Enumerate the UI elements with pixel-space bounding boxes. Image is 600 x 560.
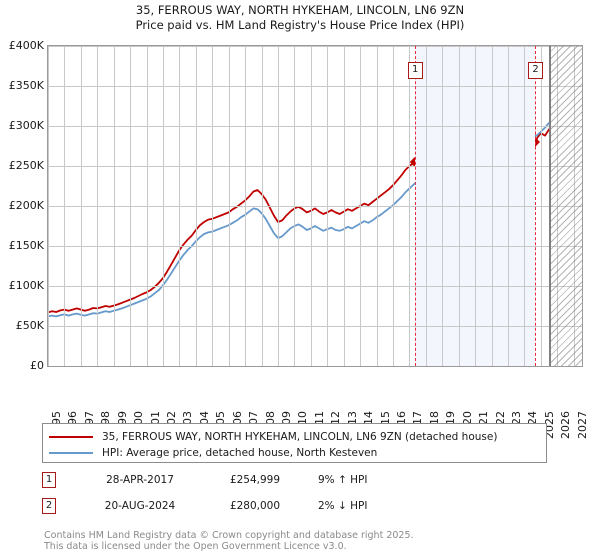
gridline-horizontal [48,86,582,87]
transaction-marker-line-1 [414,46,416,366]
legend-item-price-paid: 35, FERROUS WAY, NORTH HYKEHAM, LINCOLN,… [49,429,497,445]
txn-date-1: 28-APR-2017 [106,474,174,486]
transaction-marker-flag-1[interactable]: 1 [407,62,423,79]
today-marker-line [549,46,552,366]
y-axis-tick-label: £0 [30,359,44,372]
txn-price-2: £280,000 [229,500,281,512]
footer-line-copyright: Contains HM Land Registry data © Crown c… [44,530,414,541]
footer-attribution: Contains HM Land Registry data © Crown c… [44,530,584,552]
txn-index-badge-2: 2 [42,498,56,514]
page-title: 35, FERROUS WAY, NORTH HYKEHAM, LINCOLN,… [0,3,600,33]
title-line-address: 35, FERROUS WAY, NORTH HYKEHAM, LINCOLN,… [135,3,465,17]
y-axis-tick-label: £350K [8,79,44,92]
transaction-marker-flag-2[interactable]: 2 [528,62,543,79]
x-axis-tick-label: 2027 [575,411,589,439]
y-axis-tick-label: £100K [8,279,44,292]
chart-legend: 35, FERROUS WAY, NORTH HYKEHAM, LINCOLN,… [42,423,547,463]
legend-label-price-paid: 35, FERROUS WAY, NORTH HYKEHAM, LINCOLN,… [102,431,498,443]
transaction-marker-line-2 [535,46,536,366]
x-axis-labels: 1995199619971998199920002001200220032004… [47,369,589,439]
x-axis-tick-label: 2026 [559,411,573,439]
title-line-subtitle: Price paid vs. HM Land Registry's House … [135,18,465,32]
gridline-horizontal [48,46,582,47]
legend-swatch-hpi [49,452,93,454]
future-projection-hatch [549,46,582,366]
y-axis-labels: £0 £50K £100K £150K £200K £250K £300K £350K £400… [0,40,44,371]
gridline-horizontal [48,286,582,287]
legend-swatch-price-paid [49,436,93,438]
transactions-table: 1 28-APR-2017 £254,999 9% ↑ HPI 2 20-AUG… [42,470,462,522]
footer-line-licence: This data is licensed under the Open Gov… [44,541,347,552]
y-axis-tick-label: £400K [8,39,44,52]
txn-price-1: £254,999 [229,474,281,486]
txn-index-badge-1: 1 [42,472,56,488]
y-axis-tick-label: £200K [8,199,44,212]
gridline-horizontal [48,246,582,247]
txn-date-2: 20-AUG-2024 [104,500,176,512]
y-axis-tick-label: £250K [8,159,44,172]
txn-hpi-delta-1: 9% ↑ HPI [318,474,368,486]
legend-label-hpi: HPI: Average price, detached house, Nort… [102,447,378,459]
gridline-horizontal [48,126,582,127]
y-axis-tick-label: £150K [8,239,44,252]
y-axis-tick-label: £50K [15,319,44,332]
gridline-horizontal [48,206,582,207]
legend-item-hpi: HPI: Average price, detached house, Nort… [49,445,377,461]
txn-hpi-delta-2: 2% ↓ HPI [318,500,368,512]
y-axis-tick-label: £300K [8,119,44,132]
gridline-horizontal [48,166,582,167]
table-row[interactable]: 1 28-APR-2017 £254,999 9% ↑ HPI [42,470,462,496]
table-row[interactable]: 2 20-AUG-2024 £280,000 2% ↓ HPI [42,496,462,522]
gridline-horizontal [48,326,582,327]
